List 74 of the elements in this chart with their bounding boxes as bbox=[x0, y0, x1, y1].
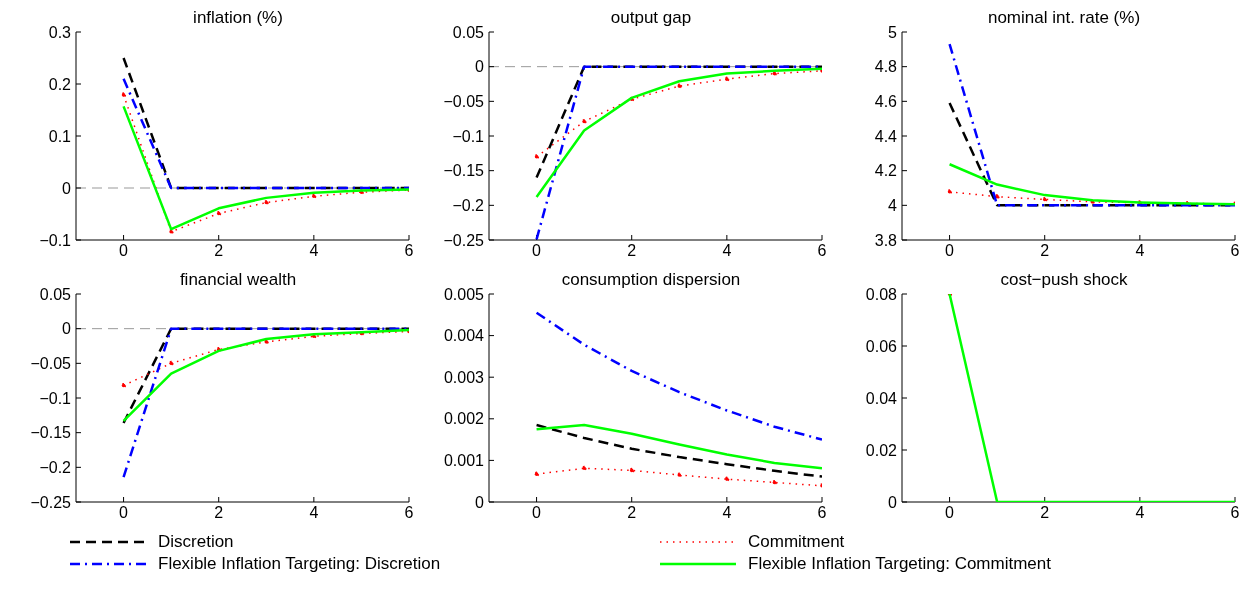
y-tick-label: 4.2 bbox=[874, 162, 898, 180]
y-tick-label: 5 bbox=[888, 23, 898, 41]
y-tick-label: 0.02 bbox=[865, 441, 898, 459]
chart-title: cost−push shock bbox=[1000, 270, 1128, 289]
x-tick-label: 6 bbox=[1230, 242, 1240, 260]
x-tick-label: 0 bbox=[532, 242, 542, 260]
y-tick-label: 0 bbox=[475, 58, 485, 76]
y-tick-label: 0.002 bbox=[443, 410, 485, 428]
x-tick-label: 4 bbox=[1135, 504, 1145, 522]
y-tick-label: −0.15 bbox=[30, 424, 72, 442]
x-tick-label: 4 bbox=[722, 242, 732, 260]
y-tick-label: 0.3 bbox=[48, 23, 72, 41]
legend-label: Flexible Inflation Targeting: Commitment bbox=[748, 554, 1051, 574]
x-tick-label: 4 bbox=[1135, 242, 1145, 260]
x-tick-label: 0 bbox=[532, 504, 542, 522]
y-tick-label: 0.004 bbox=[443, 327, 485, 345]
legend-label: Commitment bbox=[748, 532, 845, 552]
line-series bbox=[535, 311, 822, 441]
y-tick-label: 0.04 bbox=[865, 389, 898, 407]
x-tick-label: 2 bbox=[627, 504, 637, 522]
line-series bbox=[948, 163, 1235, 206]
x-tick-label: 6 bbox=[817, 504, 827, 522]
legend-label: Discretion bbox=[158, 532, 234, 552]
chart-title: financial wealth bbox=[179, 270, 297, 289]
x-tick-label: 0 bbox=[945, 242, 955, 260]
y-tick-label: 0 bbox=[888, 493, 898, 511]
x-tick-label: 0 bbox=[945, 504, 955, 522]
line-series bbox=[535, 67, 822, 199]
y-tick-label: 0.001 bbox=[443, 452, 485, 470]
y-tick-label: −0.05 bbox=[30, 355, 72, 373]
x-tick-label: 0 bbox=[119, 504, 129, 522]
x-tick-label: 4 bbox=[309, 504, 319, 522]
y-tick-label: 0 bbox=[475, 493, 485, 511]
x-tick-label: 6 bbox=[1230, 504, 1240, 522]
y-tick-label: 0.2 bbox=[48, 75, 72, 93]
x-tick-label: 2 bbox=[1040, 242, 1050, 260]
x-tick-label: 2 bbox=[627, 242, 637, 260]
x-tick-label: 6 bbox=[404, 504, 414, 522]
x-tick-label: 4 bbox=[309, 242, 319, 260]
y-tick-label: 0.003 bbox=[443, 368, 485, 386]
y-tick-label: −0.1 bbox=[452, 127, 485, 145]
legend-label: Flexible Inflation Targeting: Discretion bbox=[158, 554, 441, 574]
chart-title: nominal int. rate (%) bbox=[987, 8, 1141, 27]
y-tick-label: 0.05 bbox=[452, 23, 485, 41]
y-tick-label: 0.06 bbox=[865, 337, 898, 355]
y-tick-label: −0.15 bbox=[443, 162, 485, 180]
chart-title: inflation (%) bbox=[193, 8, 283, 27]
y-tick-label: 0.005 bbox=[443, 285, 485, 303]
y-tick-label: −0.25 bbox=[443, 231, 485, 249]
y-tick-label: 4.6 bbox=[874, 93, 898, 111]
y-tick-label: 0.08 bbox=[865, 285, 898, 303]
x-tick-label: 2 bbox=[214, 504, 224, 522]
y-tick-label: 0 bbox=[62, 320, 72, 338]
x-tick-label: 6 bbox=[404, 242, 414, 260]
x-tick-label: 2 bbox=[214, 242, 224, 260]
y-tick-label: 0.05 bbox=[39, 285, 72, 303]
y-tick-label: 4.8 bbox=[874, 58, 898, 76]
y-tick-label: −0.2 bbox=[452, 197, 485, 215]
y-tick-label: 0 bbox=[62, 179, 72, 197]
y-tick-label: −0.05 bbox=[443, 93, 485, 111]
x-tick-label: 2 bbox=[1040, 504, 1050, 522]
x-tick-label: 6 bbox=[817, 242, 827, 260]
chart-title: output gap bbox=[610, 8, 692, 27]
y-tick-label: −0.2 bbox=[39, 459, 72, 477]
y-tick-label: 3.8 bbox=[874, 231, 898, 249]
y-tick-label: −0.25 bbox=[30, 493, 72, 511]
chart-title: consumption dispersion bbox=[561, 270, 741, 289]
x-tick-label: 0 bbox=[119, 242, 129, 260]
y-tick-label: 4.4 bbox=[874, 127, 898, 145]
y-tick-label: 0.1 bbox=[48, 127, 72, 145]
y-tick-label: −0.1 bbox=[39, 389, 72, 407]
y-tick-label: −0.1 bbox=[39, 231, 72, 249]
y-tick-label: 4 bbox=[888, 197, 898, 215]
x-tick-label: 4 bbox=[722, 504, 732, 522]
